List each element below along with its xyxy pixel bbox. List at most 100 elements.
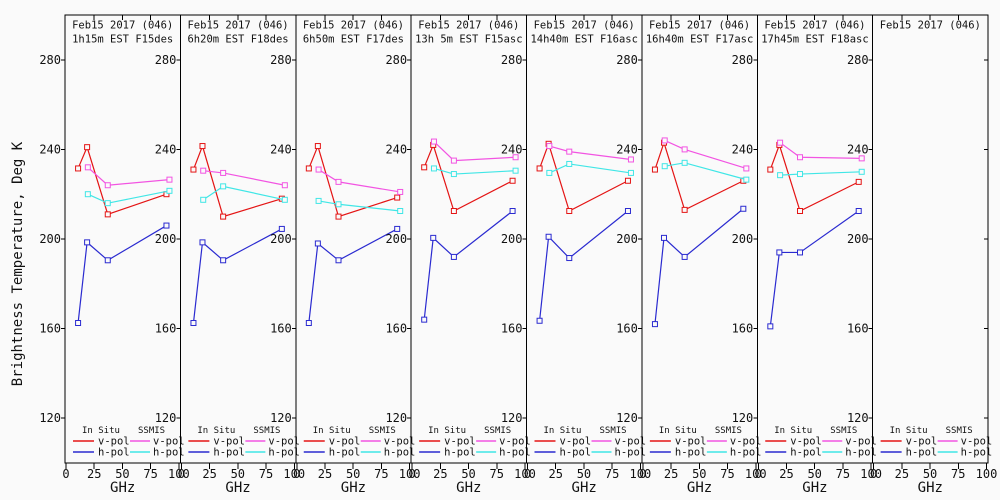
x-tick-label: 50 xyxy=(692,467,706,481)
x-tick-label: 25 xyxy=(779,467,793,481)
series-in-situ-h-pol-marker xyxy=(450,253,457,260)
y-tick-label: 280 xyxy=(616,53,638,67)
x-axis-label: GHz xyxy=(918,480,943,496)
series-ssmis-v-pol-marker xyxy=(335,178,342,185)
y-tick-label: 120 xyxy=(501,411,523,425)
series-in-situ-h-pol-marker xyxy=(651,321,658,328)
x-tick-label: 100 xyxy=(745,467,767,481)
series-in-situ-h-pol-marker xyxy=(740,205,747,212)
legend-header-ssmis: SSMIS xyxy=(369,426,396,436)
series-in-situ-h-pol-marker xyxy=(681,253,688,260)
series-ssmis-v-pol-marker xyxy=(430,138,437,145)
series-in-situ-v-pol-marker xyxy=(75,165,82,172)
series-in-situ-h-pol-marker xyxy=(566,255,573,262)
panel-subtitle: 17h45m EST F18asc xyxy=(761,34,868,46)
series-in-situ-v-pol xyxy=(654,140,744,211)
panel-title: Feb15 2017 (046) xyxy=(649,20,750,32)
series-ssmis-v-pol-marker xyxy=(166,176,173,183)
legend-header-ssmis: SSMIS xyxy=(253,426,280,436)
y-tick-label: 200 xyxy=(616,232,638,246)
legend-label-in-situ-v-pol: v-pol xyxy=(213,436,245,448)
x-axis-label: GHz xyxy=(572,480,597,496)
series-in-situ-v-pol xyxy=(769,143,859,212)
x-tick-label: 75 xyxy=(374,467,388,481)
panel-frame xyxy=(872,14,989,464)
x-tick-label: 75 xyxy=(490,467,504,481)
series-in-situ-v-pol-marker xyxy=(220,213,227,220)
x-tick-label: 25 xyxy=(202,467,216,481)
y-tick-label: 240 xyxy=(732,142,754,156)
legend-header-in-situ: In Situ xyxy=(82,426,120,436)
x-axis-label: GHz xyxy=(341,480,366,496)
series-in-situ-v-pol-marker xyxy=(314,143,321,150)
legend-header-in-situ: In Situ xyxy=(544,426,582,436)
y-tick-label: 120 xyxy=(385,411,407,425)
x-tick-label: 0 xyxy=(755,467,762,481)
series-ssmis-v-pol-marker xyxy=(546,143,553,150)
x-axis-label: GHz xyxy=(456,480,481,496)
series-ssmis-h-pol-marker xyxy=(430,165,437,172)
panel-1: Feb15 2017 (046) 1h15m EST F15des 120 160 20… xyxy=(39,14,190,496)
y-tick-label: 280 xyxy=(732,53,754,67)
legend-label-ssmis-h-pol: h-pol xyxy=(153,447,185,459)
series-in-situ-v-pol-marker xyxy=(509,177,516,184)
series-ssmis-h-pol xyxy=(664,162,747,181)
y-tick-label: 120 xyxy=(39,411,61,425)
y-tick-label: 160 xyxy=(501,322,523,336)
legend-label-ssmis-h-pol: h-pol xyxy=(268,447,300,459)
panel-subtitle: 6h50m EST F17des xyxy=(303,34,404,46)
series-ssmis-h-pol xyxy=(549,163,632,174)
series-ssmis-v-pol-marker xyxy=(661,137,668,144)
series-ssmis-v-pol-marker xyxy=(220,169,227,176)
series-ssmis-v-pol xyxy=(87,166,170,186)
y-tick-label: 120 xyxy=(270,411,292,425)
y-tick-label: 160 xyxy=(385,322,407,336)
panel-title: Feb15 2017 (046) xyxy=(418,20,519,32)
series-ssmis-h-pol-marker xyxy=(546,169,553,176)
series-in-situ-h-pol xyxy=(192,228,283,324)
series-in-situ-h-pol-marker xyxy=(220,257,227,264)
legend-label-in-situ-h-pol: h-pol xyxy=(560,447,592,459)
legend-header-in-situ: In Situ xyxy=(428,426,466,436)
x-tick-label: 75 xyxy=(836,467,850,481)
series-in-situ-h-pol-marker xyxy=(421,316,428,323)
x-tick-label: 100 xyxy=(976,467,998,481)
x-tick-label: 50 xyxy=(807,467,821,481)
x-tick-label: 50 xyxy=(461,467,475,481)
x-tick-label: 25 xyxy=(433,467,447,481)
series-in-situ-v-pol-marker xyxy=(797,208,804,214)
legend-label-ssmis-v-pol: v-pol xyxy=(730,436,762,448)
legend-label-in-situ-h-pol: h-pol xyxy=(444,447,476,459)
legend-label-in-situ-h-pol: h-pol xyxy=(98,447,130,459)
x-tick-label: 0 xyxy=(870,467,877,481)
legend-label-ssmis-h-pol: h-pol xyxy=(730,447,762,459)
series-ssmis-h-pol-marker xyxy=(566,160,573,167)
x-tick-label: 50 xyxy=(115,467,129,481)
series-ssmis-v-pol xyxy=(203,170,285,186)
series-in-situ-h-pol-marker xyxy=(278,225,285,232)
series-in-situ-v-pol-marker xyxy=(199,143,206,150)
panel-2: Feb15 2017 (046) 6h20m EST F18des 120 160 20… xyxy=(155,14,305,496)
series-in-situ-v-pol-marker xyxy=(855,178,862,185)
legend-label-ssmis-v-pol: v-pol xyxy=(384,436,416,448)
panel-title: Feb15 2017 (046) xyxy=(764,20,865,32)
series-in-situ-h-pol-marker xyxy=(199,239,206,246)
x-tick-label: 0 xyxy=(524,467,531,481)
series-ssmis-h-pol-marker xyxy=(512,167,519,174)
series-ssmis-h-pol-marker xyxy=(166,187,173,194)
series-in-situ-h-pol-marker xyxy=(314,240,321,247)
y-tick-label: 280 xyxy=(847,53,869,67)
series-in-situ-v-pol-marker xyxy=(190,166,197,173)
series-in-situ-h-pol-marker xyxy=(767,323,774,330)
x-axis-label: GHz xyxy=(687,480,712,496)
y-tick-label: 120 xyxy=(847,411,869,425)
y-tick-label: 120 xyxy=(616,411,638,425)
series-ssmis-h-pol-marker xyxy=(84,191,91,198)
series-ssmis-v-pol-marker xyxy=(627,156,634,163)
legend-label-in-situ-v-pol: v-pol xyxy=(98,436,130,448)
x-tick-label: 75 xyxy=(259,467,273,481)
x-tick-label: 0 xyxy=(293,467,300,481)
